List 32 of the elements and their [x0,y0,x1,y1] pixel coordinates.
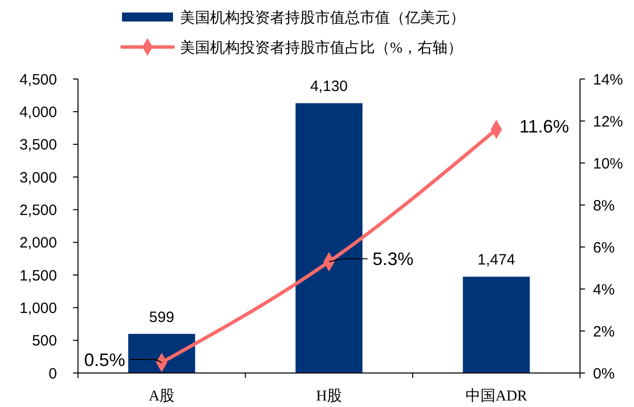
x-tick-label: A股 [148,388,175,404]
data-label: 11.6% [519,116,570,137]
bar [128,334,196,373]
bar [296,103,362,373]
y-tick-label: 3,000 [19,169,57,186]
bar [462,276,530,373]
y2-tick-label: 2% [593,323,615,340]
legend-label: 美国机构投资者持股市值占比（%，右轴） [180,39,462,56]
y-tick-label: 3,500 [19,136,57,154]
y2-tick-label: 10% [593,155,624,172]
data-label: 599 [149,308,174,326]
y-tick-label: 4,500 [19,71,57,88]
data-label: 0.5% [84,350,126,370]
y-tick-label: 1,000 [19,300,57,317]
y2-tick-label: 8% [593,197,615,214]
y2-tick-label: 4% [593,281,615,298]
y-tick-label: 2,500 [19,202,57,219]
x-tick-label: 中国ADR [465,387,528,404]
x-tick-label: H股 [316,388,342,404]
data-label: 1,474 [478,252,516,269]
data-label: 4,130 [310,78,348,96]
y-tick-label: 4,000 [19,104,57,121]
y-tick-label: 1,500 [19,267,57,284]
y-tick-label: 0 [48,365,57,382]
y2-tick-label: 0% [593,365,615,382]
data-label: 5.3% [372,249,414,269]
y-tick-label: 500 [32,332,57,350]
legend-label: 美国机构投资者持股市值总市值（亿美元） [180,9,465,26]
y-tick-label: 2,000 [19,234,57,252]
y2-tick-label: 12% [593,113,624,130]
y2-tick-label: 14% [593,71,624,88]
y2-tick-label: 6% [593,239,615,256]
